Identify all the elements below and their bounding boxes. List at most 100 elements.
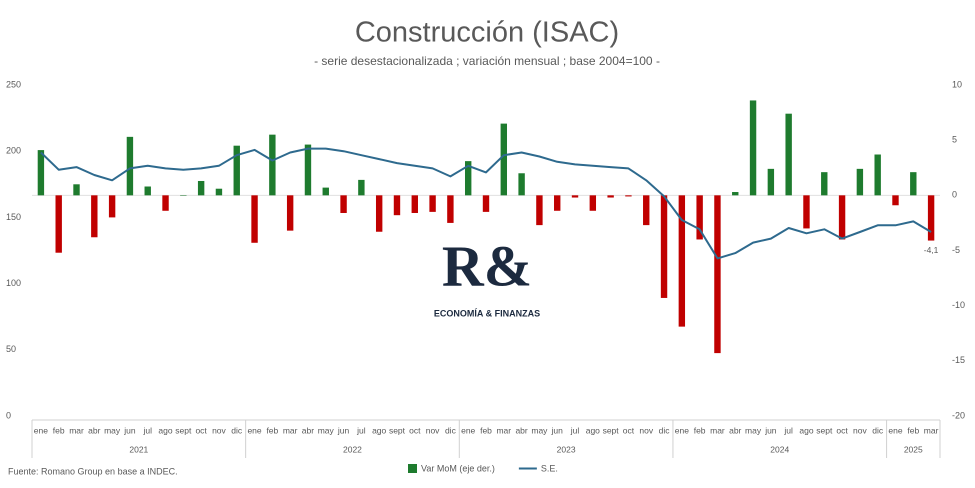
x-tick-label: oct: [836, 425, 848, 435]
bar: [874, 154, 881, 196]
bar: [571, 195, 579, 198]
bar: [37, 150, 45, 196]
x-tick-label: jul: [356, 425, 366, 435]
y-tick-label: 50: [6, 344, 16, 354]
bar: [607, 195, 614, 198]
bar: [749, 100, 757, 196]
y-tick-label: 0: [6, 410, 11, 420]
bar: [197, 180, 205, 196]
year-label: 2024: [770, 444, 789, 454]
x-tick-label: ene: [247, 425, 261, 435]
bar: [856, 168, 864, 196]
bar: [126, 136, 134, 196]
bar: [73, 184, 80, 196]
x-tick-label: sept: [389, 425, 406, 435]
bar: [411, 195, 418, 213]
bar: [892, 195, 899, 206]
x-tick-label: feb: [907, 425, 919, 435]
bar: [838, 195, 846, 240]
bar: [589, 195, 597, 211]
source: Fuente: Romano Group en base a INDEC.: [8, 466, 178, 476]
bar: [821, 172, 828, 196]
x-tick-label: sept: [603, 425, 620, 435]
bar: [678, 195, 686, 327]
bar: [910, 172, 917, 196]
x-tick-label: abr: [515, 425, 527, 435]
x-tick-label: ago: [586, 425, 600, 435]
x-tick-label: may: [531, 425, 548, 435]
x-tick-label: ago: [372, 425, 386, 435]
x-tick-label: jul: [142, 425, 152, 435]
bar: [660, 195, 668, 298]
x-tick-label: ago: [799, 425, 813, 435]
bar: [464, 161, 472, 196]
x-tick-label: may: [745, 425, 762, 435]
y-tick-label: 250: [6, 79, 21, 89]
bar: [927, 195, 935, 241]
x-tick-label: may: [104, 425, 121, 435]
x-tick-label: jun: [764, 425, 777, 435]
x-tick-label: mar: [924, 425, 939, 435]
bar: [767, 168, 775, 196]
bar: [55, 195, 62, 253]
legend-label: S.E.: [541, 463, 558, 473]
x-tick-label: dic: [659, 425, 671, 435]
legend-label: Var MoM (eje der.): [421, 463, 495, 473]
x-tick-label: ene: [34, 425, 48, 435]
bar: [732, 192, 739, 196]
year-label: 2025: [904, 444, 923, 454]
bar: [286, 195, 294, 231]
x-tick-label: ene: [888, 425, 902, 435]
bar: [447, 195, 454, 223]
x-tick-label: jun: [337, 425, 350, 435]
bar: [500, 123, 508, 196]
x-tick-label: oct: [195, 425, 207, 435]
y-tick-label: 150: [6, 212, 21, 222]
bar: [215, 188, 223, 196]
x-tick-label: nov: [853, 425, 867, 435]
legend-swatch: [408, 464, 417, 473]
bar: [518, 173, 525, 196]
bar: [233, 145, 240, 196]
x-tick-label: mar: [496, 425, 511, 435]
data-label: -4,1: [924, 245, 939, 255]
line: [40, 147, 932, 260]
y2-tick-label: -15: [952, 355, 965, 365]
bar: [714, 195, 721, 354]
y2-tick-label: -20: [952, 410, 965, 420]
x-tick-label: jun: [123, 425, 136, 435]
y2-tick-label: -5: [952, 245, 960, 255]
bar: [108, 195, 116, 218]
bar: [554, 195, 561, 211]
year-label: 2022: [343, 444, 362, 454]
bar: [393, 195, 401, 216]
x-tick-label: jul: [783, 425, 793, 435]
bar: [625, 195, 632, 197]
x-tick-label: mar: [710, 425, 725, 435]
bar: [162, 195, 169, 211]
bar: [429, 195, 436, 212]
x-tick-label: jul: [570, 425, 580, 435]
x-tick-label: may: [318, 425, 335, 435]
y2-tick-label: 0: [952, 190, 957, 200]
x-tick-label: sept: [816, 425, 833, 435]
x-tick-label: feb: [53, 425, 65, 435]
x-tick-label: abr: [302, 425, 314, 435]
y-tick-label: 100: [6, 278, 21, 288]
watermark-logo: R&: [442, 233, 532, 298]
bar: [322, 187, 329, 196]
x-tick-label: jun: [551, 425, 564, 435]
bar: [269, 134, 276, 196]
x-tick-label: feb: [694, 425, 706, 435]
x-tick-label: dic: [231, 425, 243, 435]
bar: [358, 179, 365, 196]
x-tick-label: oct: [409, 425, 421, 435]
bar: [180, 195, 187, 196]
x-tick-label: dic: [445, 425, 457, 435]
x-tick-label: feb: [480, 425, 492, 435]
y-tick-label: 200: [6, 146, 21, 156]
x-tick-label: ago: [158, 425, 172, 435]
bar: [536, 195, 543, 226]
